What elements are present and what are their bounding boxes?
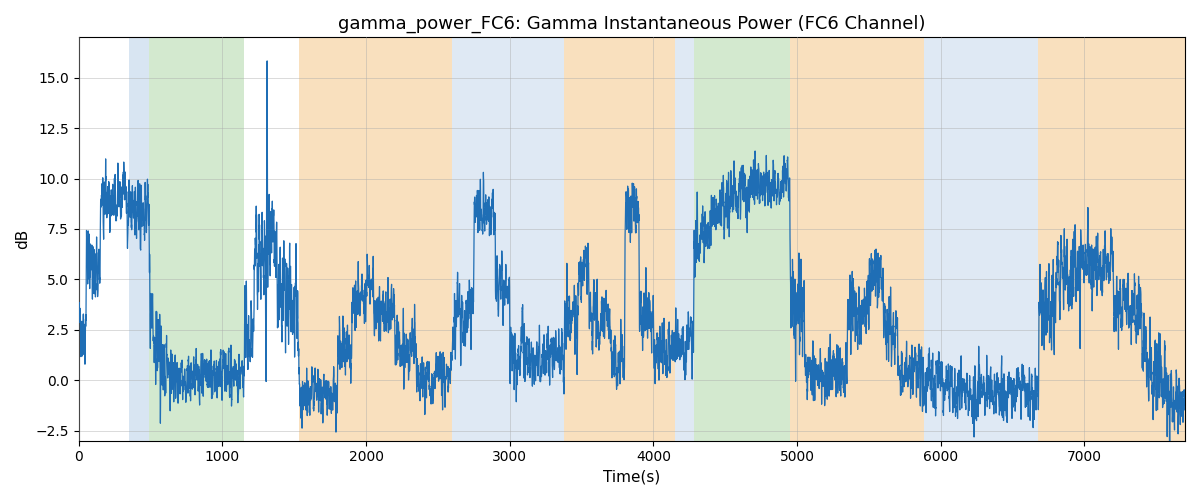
Bar [299, 38, 452, 440]
Bar [694, 38, 790, 440]
Bar [674, 38, 694, 440]
Bar [149, 38, 244, 440]
Bar [790, 38, 924, 440]
Bar [452, 38, 564, 440]
Title: gamma_power_FC6: Gamma Instantaneous Power (FC6 Channel): gamma_power_FC6: Gamma Instantaneous Pow… [338, 15, 925, 34]
Bar [564, 38, 674, 440]
Bar [924, 38, 1038, 440]
Bar [1038, 38, 1186, 440]
Y-axis label: dB: dB [14, 229, 30, 249]
Bar [130, 38, 149, 440]
X-axis label: Time(s): Time(s) [604, 470, 660, 485]
